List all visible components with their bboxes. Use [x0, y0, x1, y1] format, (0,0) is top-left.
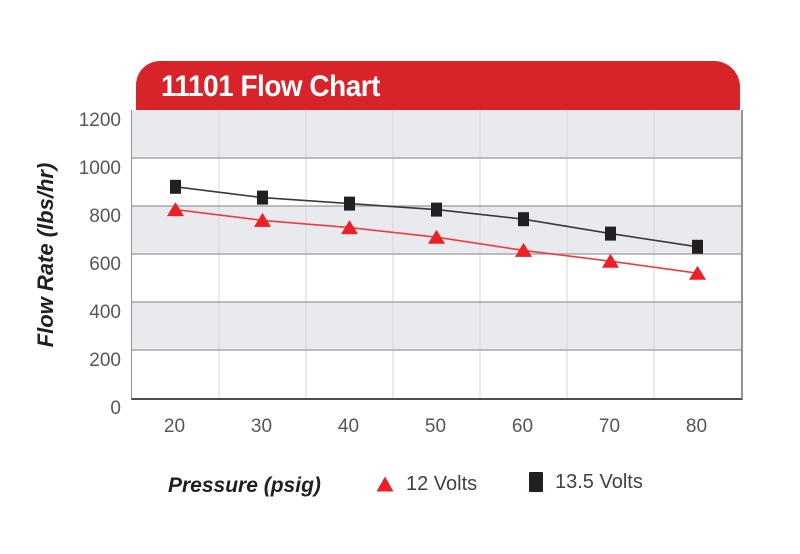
x-tick-label: 60	[511, 416, 534, 437]
triangle-marker-icon	[602, 253, 619, 268]
chart-title: 11101 Flow Chart	[161, 69, 380, 103]
triangle-marker-icon	[428, 229, 445, 244]
legend-label-12-volts: 12 Volts	[406, 472, 478, 495]
triangle-marker-icon	[167, 202, 184, 217]
y-tick-label: 0	[110, 398, 121, 419]
chart-band	[132, 158, 741, 206]
square-marker-icon	[344, 196, 355, 211]
square-marker-icon	[529, 472, 543, 492]
x-tick-label: 30	[250, 416, 273, 437]
y-tick-label: 1000	[78, 158, 121, 179]
chart-band	[132, 254, 741, 302]
square-marker-icon	[692, 239, 703, 254]
chart-title-banner: 11101 Flow Chart	[136, 61, 740, 110]
legend-label-13-5-volts: 13.5 Volts	[555, 470, 643, 493]
y-tick-label: 200	[89, 350, 121, 371]
x-tick-label: 80	[685, 416, 708, 437]
x-tick-label: 50	[424, 416, 447, 437]
chart-band	[132, 302, 741, 350]
square-marker-icon	[605, 226, 616, 241]
triangle-marker-icon	[341, 220, 358, 235]
y-tick-label: 1200	[78, 110, 121, 131]
square-marker-icon	[431, 202, 442, 217]
x-tick-label: 70	[598, 416, 621, 437]
y-tick-label: 600	[89, 254, 121, 275]
square-marker-icon	[170, 179, 181, 194]
square-marker-icon	[518, 212, 529, 227]
chart-canvas	[132, 110, 741, 398]
legend-item-13-5-volts: 13.5 Volts	[529, 470, 643, 494]
x-tick-label: 40	[337, 416, 360, 437]
square-marker-icon	[257, 190, 268, 205]
triangle-marker-icon	[376, 476, 394, 492]
x-axis-title: Pressure (psig)	[168, 474, 321, 497]
y-tick-label: 400	[89, 302, 121, 323]
legend-item-12-volts: 12 Volts	[376, 472, 477, 496]
triangle-marker-icon	[254, 212, 271, 227]
chart-band	[132, 110, 741, 158]
triangle-marker-icon	[515, 242, 532, 257]
plot-area	[131, 110, 743, 400]
y-tick-label: 800	[89, 206, 121, 227]
y-axis-title: Flow Rate (lbs/hr)	[33, 162, 58, 348]
triangle-marker-icon	[689, 265, 706, 280]
x-tick-label: 20	[163, 416, 186, 437]
chart-band	[132, 350, 741, 398]
